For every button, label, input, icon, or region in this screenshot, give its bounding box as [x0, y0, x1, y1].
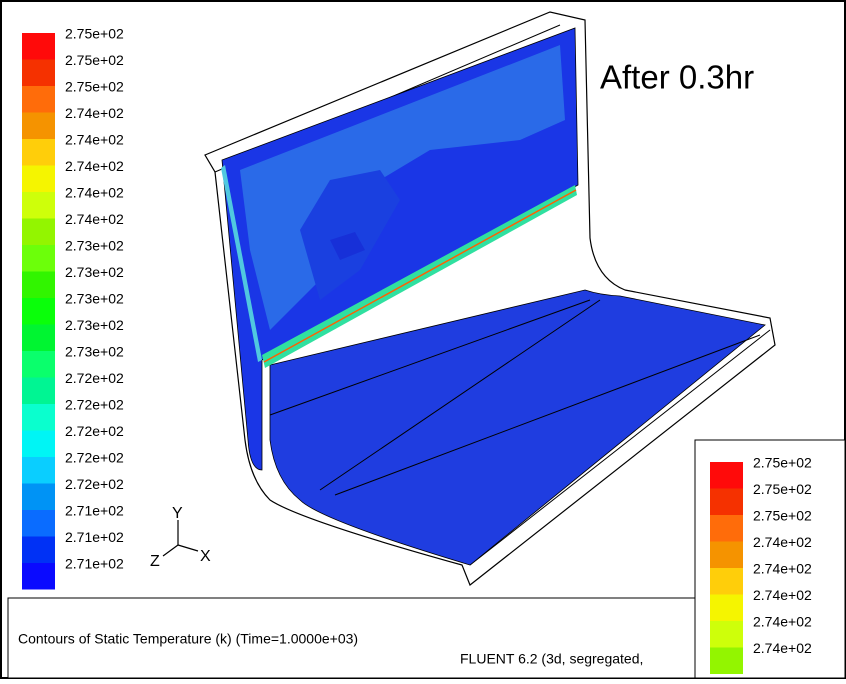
- legend-swatch: [22, 510, 55, 537]
- legend-label: 2.71e+02: [65, 529, 124, 545]
- legend-swatch: [22, 219, 55, 246]
- legend-swatch: [22, 537, 55, 564]
- legend-swatch: [22, 298, 55, 325]
- legend-swatch: [22, 245, 55, 272]
- legend-swatch: [22, 378, 55, 405]
- legend-swatch: [22, 325, 55, 352]
- legend-swatch: [710, 595, 743, 622]
- legend-swatch: [710, 489, 743, 516]
- legend-label: 2.71e+02: [65, 556, 124, 572]
- legend-label: 2.72e+02: [65, 423, 124, 439]
- legend-label: 2.74e+02: [65, 105, 124, 121]
- caption: Contours of Static Temperature (k) (Time…: [18, 631, 358, 647]
- legend-swatch: [22, 60, 55, 87]
- legend-swatch: [710, 621, 743, 648]
- solver-info: FLUENT 6.2 (3d, segregated,: [460, 651, 643, 667]
- legend-swatch: [22, 457, 55, 484]
- legend-swatch: [22, 192, 55, 219]
- legend-swatch: [22, 404, 55, 431]
- legend-swatch: [710, 462, 743, 489]
- inset-legend: 2.75e+02 2.75e+02 2.75e+02 2.74e+02 2.74e+02…: [710, 455, 812, 674]
- legend-label: 2.73e+02: [65, 291, 124, 307]
- legend-swatch: [22, 33, 55, 60]
- legend-swatch: [22, 139, 55, 166]
- screenshot: Y X Z 2.75e+022.75e+022.75e+022.74e+022.…: [0, 0, 846, 679]
- legend-label: 2.75e+02: [65, 26, 124, 42]
- axis-label: X: [200, 548, 211, 565]
- legend-swatch: [710, 515, 743, 542]
- legend-swatch: [22, 351, 55, 378]
- legend-label: 2.75e+02: [65, 79, 124, 95]
- legend-label: 2.72e+02: [65, 450, 124, 466]
- legend-label: 2.72e+02: [65, 476, 124, 492]
- legend-label: 2.71e+02: [65, 503, 124, 519]
- legend-label: 2.74e+02: [65, 211, 124, 227]
- legend-label: 2.73e+02: [65, 238, 124, 254]
- legend-swatch: [710, 542, 743, 569]
- legend-swatch: [22, 431, 55, 458]
- legend-swatch: [22, 563, 55, 590]
- annotation: After 0.3hr: [600, 59, 754, 96]
- legend-label: 2.75e+02: [753, 508, 812, 524]
- legend-label: 2.73e+02: [65, 264, 124, 280]
- legend-label: 2.74e+02: [65, 158, 124, 174]
- legend-label: 2.75e+02: [65, 52, 124, 68]
- legend-label: 2.72e+02: [65, 397, 124, 413]
- legend-label: 2.74e+02: [65, 132, 124, 148]
- page: Y X Z 2.75e+022.75e+022.75e+022.74e+022.…: [0, 0, 846, 684]
- legend-label: 2.72e+02: [65, 370, 124, 386]
- legend-label: 2.74e+02: [753, 614, 812, 630]
- legend-label: 2.74e+02: [753, 534, 812, 550]
- legend-swatch: [710, 568, 743, 595]
- legend-label: 2.73e+02: [65, 317, 124, 333]
- legend-swatch: [22, 86, 55, 113]
- axis-label: Y: [172, 505, 183, 522]
- legend-label: 2.74e+02: [753, 561, 812, 577]
- axis-label: Z: [150, 553, 160, 570]
- legend-label: 2.75e+02: [753, 481, 812, 497]
- legend-label: 2.73e+02: [65, 344, 124, 360]
- legend-label: 2.74e+02: [753, 640, 812, 656]
- legend-swatch: [22, 166, 55, 193]
- legend-swatch: [22, 484, 55, 511]
- legend-label: 2.74e+02: [753, 587, 812, 603]
- legend-swatch: [710, 648, 743, 675]
- legend-swatch: [22, 272, 55, 299]
- legend-swatch: [22, 113, 55, 140]
- legend-label: 2.74e+02: [65, 185, 124, 201]
- legend-label: 2.75e+02: [753, 455, 812, 471]
